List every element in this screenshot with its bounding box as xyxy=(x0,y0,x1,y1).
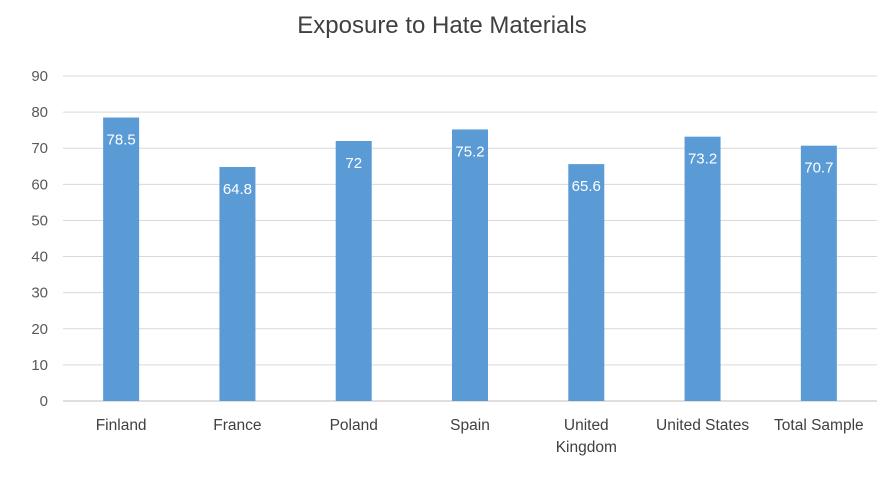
x-category-label: France xyxy=(213,417,261,434)
data-label: 70.7 xyxy=(804,160,833,177)
data-label: 78.5 xyxy=(107,132,136,149)
y-tick-label: 0 xyxy=(40,393,48,410)
data-label: 65.6 xyxy=(572,178,601,195)
y-tick-label: 40 xyxy=(31,249,48,266)
bar xyxy=(452,129,488,401)
bar xyxy=(335,141,372,401)
y-tick-label: 80 xyxy=(31,104,48,121)
bar xyxy=(684,136,721,401)
bar xyxy=(219,167,256,401)
y-tick-label: 90 xyxy=(31,68,48,85)
y-tick-label: 20 xyxy=(31,321,48,338)
x-category-label: Kingdom xyxy=(556,439,617,456)
data-label: 64.8 xyxy=(223,181,252,198)
y-tick-label: 10 xyxy=(31,357,48,374)
y-tick-label: 50 xyxy=(31,212,48,229)
x-category-label: Poland xyxy=(330,417,378,434)
bar xyxy=(568,164,605,401)
bar xyxy=(800,145,837,401)
x-category-label: United xyxy=(564,417,609,434)
y-tick-label: 70 xyxy=(31,140,48,157)
data-label: 75.2 xyxy=(455,143,484,160)
y-tick-label: 60 xyxy=(31,176,48,193)
x-category-label: Finland xyxy=(96,417,147,434)
data-label: 72 xyxy=(345,155,362,172)
y-tick-label: 30 xyxy=(31,285,48,302)
x-category-label: Spain xyxy=(450,417,490,434)
bar xyxy=(103,117,140,402)
chart-title: Exposure to Hate Materials xyxy=(297,12,587,39)
data-label: 73.2 xyxy=(688,151,717,168)
x-category-label: United States xyxy=(656,417,749,434)
x-category-label: Total Sample xyxy=(774,417,864,434)
